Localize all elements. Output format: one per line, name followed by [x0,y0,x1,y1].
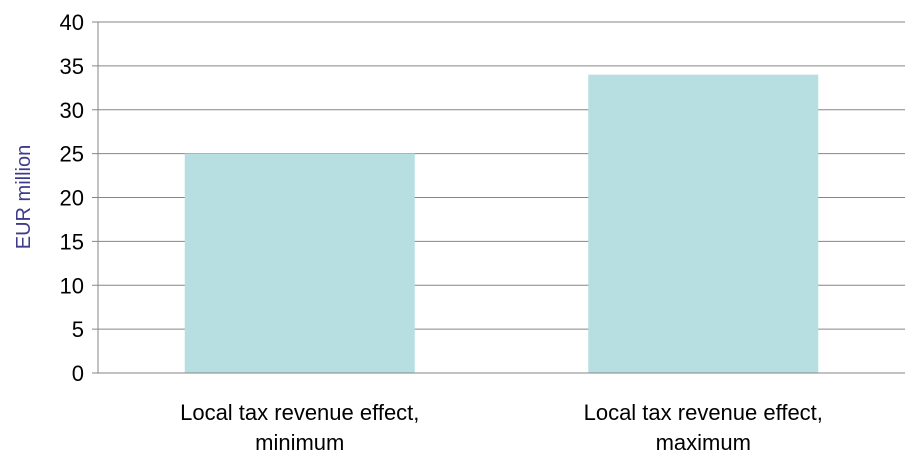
y-tick-label: 0 [72,361,84,386]
y-tick-label: 5 [72,317,84,342]
y-tick-label: 25 [60,142,84,167]
x-category-label: Local tax revenue effect, [180,400,419,425]
y-tick-label: 20 [60,186,84,211]
y-tick-label: 40 [60,10,84,35]
x-category-label: Local tax revenue effect, [584,400,823,425]
bars [184,74,819,374]
x-category-labels: Local tax revenue effect, minimum Local ta… [180,400,823,455]
axes [92,21,905,374]
bar-1 [184,153,415,373]
y-tick-labels: 0 5 10 15 20 25 30 35 40 [60,10,84,386]
y-tick-label: 30 [60,98,84,123]
y-tick-label: 15 [60,229,84,254]
x-category-label: minimum [255,430,344,455]
y-tick-label: 35 [60,54,84,79]
bar-2 [588,74,819,374]
y-tick-label: 10 [60,273,84,298]
y-axis-label: EUR million [13,145,35,249]
x-category-label: maximum [656,430,751,455]
